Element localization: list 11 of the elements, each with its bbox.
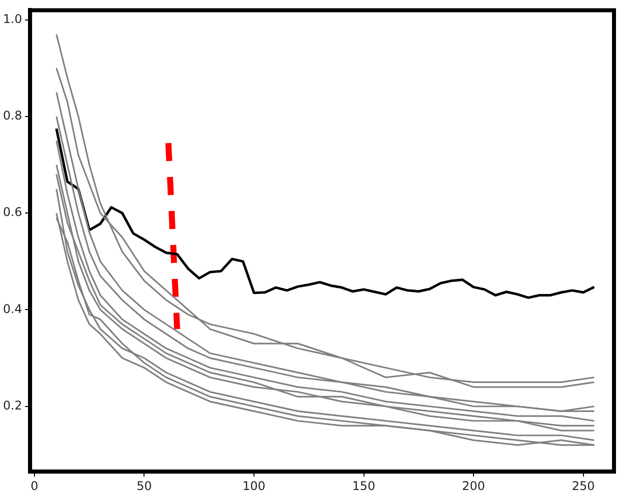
x-tick-label: 200 [462,478,485,493]
x-tick-label: 100 [242,478,266,493]
x-tick-label: 50 [136,478,152,493]
y-tick-label: 0.4 [2,302,22,316]
y-tick-label: 0.6 [2,205,22,220]
y-tick-label: 0.8 [2,108,22,123]
x-tick-label: 250 [572,478,595,493]
y-tick-label: 1.0 [2,12,22,26]
x-tick-label: 0 [30,478,38,493]
y-tick-label: 0.2 [2,398,22,412]
x-tick-label: 150 [352,478,376,493]
